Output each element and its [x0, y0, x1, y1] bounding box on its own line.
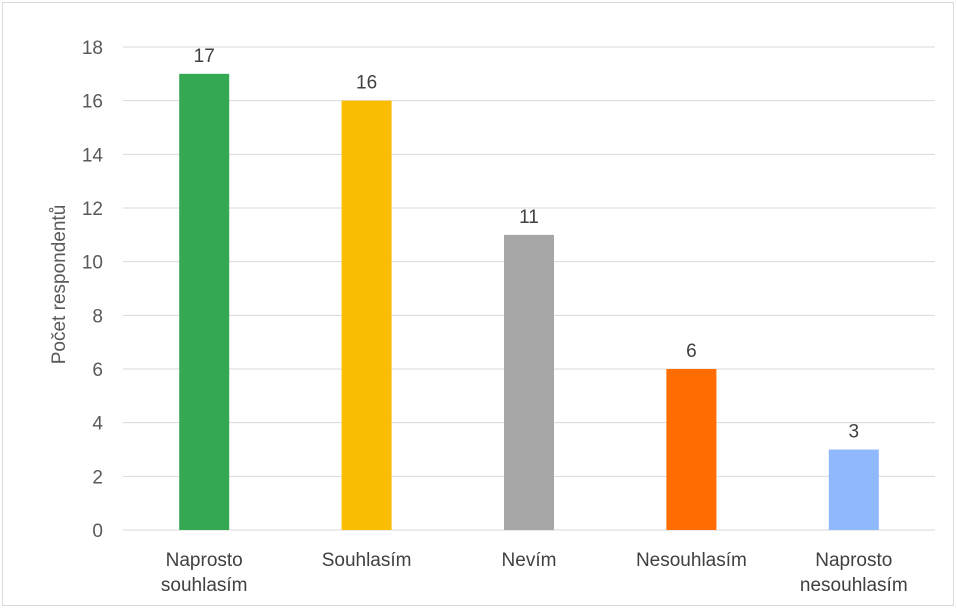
y-tick-label: 10	[82, 253, 103, 274]
bar	[666, 369, 717, 530]
x-axis-categories: Naprosto souhlasím Souhlasím Nevím Nesouhlas…	[161, 550, 908, 596]
y-tick-label: 16	[82, 92, 103, 113]
bar	[828, 449, 879, 530]
bars	[179, 73, 879, 531]
x-category-label: Naprosto souhlasím	[161, 550, 248, 596]
y-axis-title: Počet respondentů	[49, 205, 70, 365]
y-tick-label: 4	[92, 414, 103, 435]
data-label: 11	[519, 207, 539, 228]
y-tick-label: 8	[92, 306, 103, 327]
y-tick-label: 12	[82, 199, 103, 220]
y-tick-label: 2	[92, 467, 103, 488]
bar	[504, 234, 554, 531]
data-labels: 17 16 11 6 3	[194, 46, 859, 443]
y-tick-label: 14	[82, 145, 104, 166]
bar-chart: 0 2 4 6 8 10 12 14 16 18 17 16 11 6 3 Naprosto souhlas…	[49, 38, 935, 596]
x-category-label: Nevím	[502, 550, 557, 571]
data-label: 16	[356, 73, 377, 94]
data-label: 3	[849, 422, 860, 443]
y-axis-ticks: 0 2 4 6 8 10 12 14 16 18	[82, 38, 104, 542]
data-label: 17	[194, 46, 215, 67]
data-label: 6	[686, 341, 697, 362]
bar	[179, 73, 230, 530]
bar	[341, 100, 392, 531]
x-category-label: Souhlasím	[322, 550, 412, 571]
y-tick-label: 18	[82, 38, 103, 59]
y-tick-label: 0	[92, 521, 103, 542]
x-category-label: Naprosto nesouhlasím	[800, 550, 908, 596]
x-category-label: Nesouhlasím	[636, 550, 747, 571]
y-tick-label: 6	[92, 360, 103, 381]
